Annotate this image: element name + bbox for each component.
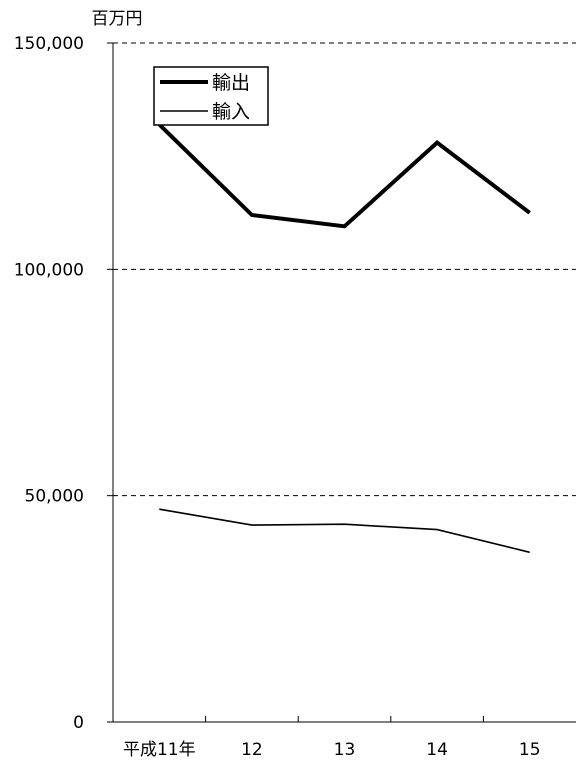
x-tick-label: 14 — [426, 740, 448, 760]
x-tick-label: 13 — [334, 740, 356, 760]
series-line-export — [157, 123, 531, 229]
legend-label: 輸出 — [212, 72, 250, 94]
y-axis-unit-label: 百万円 — [92, 9, 143, 29]
x-tick-label: 15 — [519, 740, 541, 760]
y-tick-label: 0 — [73, 713, 84, 733]
legend-label: 輸入 — [212, 101, 250, 123]
series-line-import — [159, 508, 530, 554]
legend-box — [153, 66, 269, 126]
series-lines — [157, 123, 531, 554]
x-tick-label: 平成11年 — [123, 740, 196, 760]
y-tick-label: 150,000 — [14, 34, 84, 54]
y-tick-label: 50,000 — [25, 487, 84, 507]
x-tick-label: 12 — [241, 740, 263, 760]
y-tick-label: 100,000 — [14, 260, 84, 280]
axes: 0 50,000 100,000 150,000 平成11年 12 13 14 15 — [14, 34, 576, 760]
